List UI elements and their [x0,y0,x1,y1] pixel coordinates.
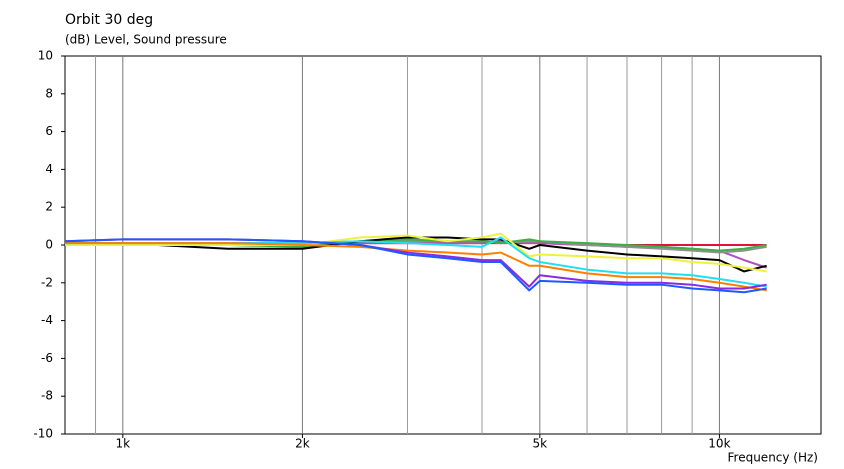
y-tick-label: 4 [45,162,53,176]
series-line [65,238,767,252]
y-axis-label: (dB) Level, Sound pressure [65,33,227,47]
series-line [64,238,767,294]
x-tick-label: 1k [116,437,131,451]
series-line [65,242,767,292]
x-axis-label: Frequency (Hz) [728,451,819,465]
y-tick-label: 0 [45,238,53,252]
x-tick-label: 2k [295,437,310,451]
x-tick-label: 5k [533,437,548,451]
series-line [65,236,767,288]
y-tick-label: 2 [45,200,53,214]
y-tick-label: 8 [45,86,53,100]
y-tick-label: -6 [41,351,53,365]
y-tick-label: -4 [41,313,53,327]
y-tick-label: 10 [38,49,53,63]
x-tick-label: 10k [708,437,730,451]
y-tick-label: -8 [41,389,53,403]
chart-title: Orbit 30 deg [65,12,153,28]
y-tick-label: -2 [41,275,53,289]
y-tick-label: 6 [45,124,53,138]
y-tick-label: -10 [33,427,53,441]
